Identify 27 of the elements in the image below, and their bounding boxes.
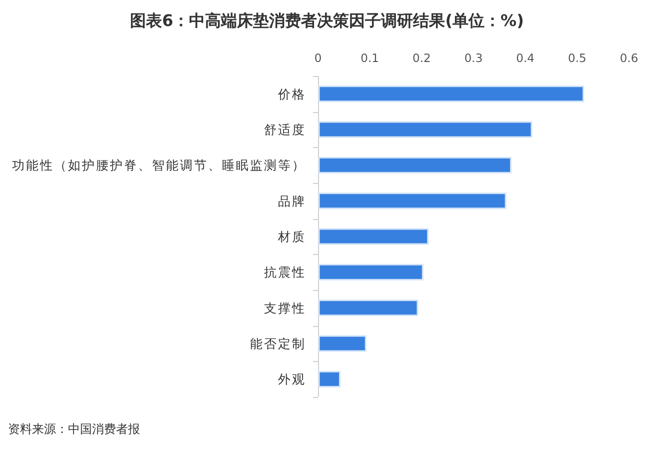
y-tick-label: 抗震性	[264, 264, 306, 280]
text: 资料来源：中国消费者报	[8, 422, 140, 436]
y-tick-label: 功能性（如护腰护脊、智能调节、睡眠监测等）	[12, 158, 306, 173]
y-tick-label: 价格	[277, 86, 306, 102]
y-tick-label: 舒适度	[264, 122, 306, 137]
x-tick-label: 0.6	[620, 51, 638, 65]
bar	[318, 264, 424, 280]
x-tick-label: 0.3	[464, 51, 483, 65]
bar	[318, 156, 512, 174]
x-tick-label: 0.1	[360, 51, 379, 65]
x-tick-label: 0.4	[516, 51, 534, 65]
bar	[318, 121, 532, 138]
y-tick-label: 品牌	[278, 193, 306, 208]
y-tick-label: 材质	[277, 229, 306, 244]
bar	[318, 300, 418, 316]
x-tick-label: 0.5	[568, 51, 586, 65]
y-tick-label: 外观	[278, 372, 306, 387]
x-tick-label: 0.2	[412, 51, 431, 65]
bar	[318, 335, 366, 352]
bar	[318, 86, 584, 102]
chart-title: 图表6：中高端床垫消费者决策因子调研结果(单位：%)	[130, 11, 524, 30]
bar	[318, 370, 340, 388]
bar	[318, 192, 506, 210]
x-tick-label: 0	[314, 51, 322, 65]
y-tick-label: 支撑性	[264, 300, 306, 316]
bar	[318, 228, 429, 245]
y-tick-label: 能否定制	[250, 336, 306, 351]
